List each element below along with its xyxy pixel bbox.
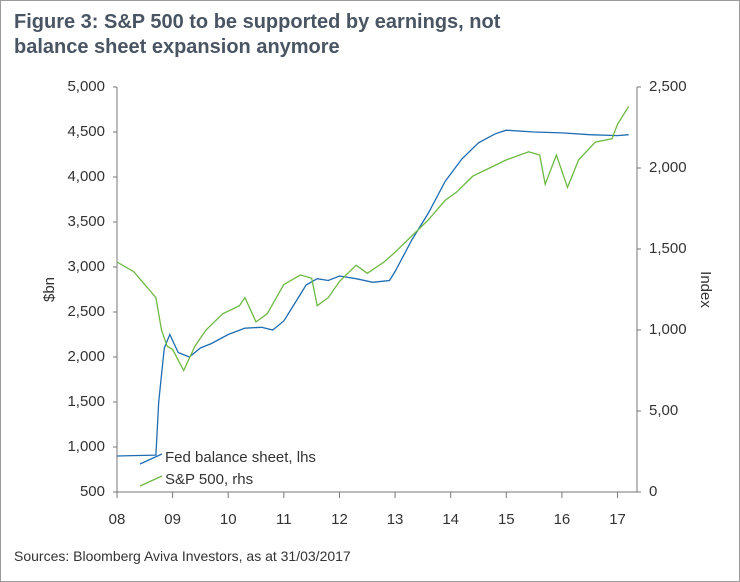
x-tick-label: 14 bbox=[442, 511, 459, 528]
x-tick-label: 08 bbox=[109, 511, 126, 528]
y2-tick-label: 0 bbox=[649, 483, 657, 500]
y2-axis-title: Index bbox=[697, 271, 714, 308]
legend-label: S&P 500, rhs bbox=[165, 471, 253, 488]
y-tick-label: 3,500 bbox=[67, 213, 105, 230]
y-tick-label: 500 bbox=[80, 483, 105, 500]
y-tick-label: 1,000 bbox=[67, 438, 105, 455]
y2-tick-label: 5,00 bbox=[649, 402, 678, 419]
y-tick-label: 4,500 bbox=[67, 123, 105, 140]
x-tick-label: 13 bbox=[387, 511, 404, 528]
legend-swatch bbox=[139, 475, 163, 487]
series-line bbox=[116, 106, 630, 372]
x-tick-label: 12 bbox=[331, 511, 348, 528]
x-tick-label: 11 bbox=[276, 511, 292, 528]
legend-label: Fed balance sheet, lhs bbox=[165, 449, 316, 466]
y-tick-label: 1,500 bbox=[67, 393, 105, 410]
x-tick-label: 17 bbox=[609, 511, 626, 528]
x-tick-label: 15 bbox=[498, 511, 515, 528]
y2-tick-label: 2,500 bbox=[649, 78, 687, 95]
y-tick-label: 2,000 bbox=[67, 348, 105, 365]
chart-title: Figure 3: S&P 500 to be supported by ear… bbox=[14, 11, 501, 58]
y2-tick-label: 1,000 bbox=[649, 321, 687, 338]
source-note: Sources: Bloomberg Aviva Investors, as a… bbox=[14, 548, 351, 564]
y-tick-label: 3,000 bbox=[67, 258, 105, 275]
x-tick-label: 09 bbox=[164, 511, 181, 528]
y-tick-label: 5,000 bbox=[67, 78, 105, 95]
y2-tick-label: 1,500 bbox=[649, 240, 687, 257]
series-line bbox=[116, 129, 629, 457]
y-axis-title: $bn bbox=[41, 277, 58, 302]
y2-tick-label: 2,000 bbox=[649, 159, 687, 176]
y-tick-label: 4,000 bbox=[67, 168, 105, 185]
y-tick-label: 2,500 bbox=[67, 303, 105, 320]
x-tick-label: 16 bbox=[554, 511, 571, 528]
x-tick-label: 10 bbox=[220, 511, 237, 528]
legend-swatch bbox=[139, 453, 163, 465]
